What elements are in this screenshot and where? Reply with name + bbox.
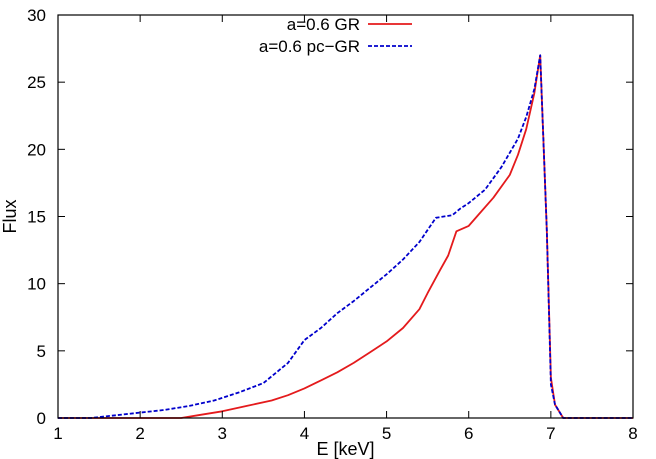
- y-tick-label: 25: [27, 73, 46, 92]
- x-axis: 1 2 3 4 5 6 7 8: [53, 15, 638, 443]
- x-axis-label: E [keV]: [316, 439, 374, 459]
- y-tick-label: 0: [37, 409, 46, 428]
- series-line-2: [58, 54, 633, 419]
- x-tick-label: 4: [300, 424, 309, 443]
- x-tick-label: 7: [546, 424, 555, 443]
- x-tick-label: 6: [464, 424, 473, 443]
- x-tick-label: 5: [382, 424, 391, 443]
- y-tick-label: 30: [27, 6, 46, 25]
- y-tick-label: 15: [27, 208, 46, 227]
- x-tick-label: 2: [135, 424, 144, 443]
- y-axis: 0 5 10 15 20 25 30: [27, 6, 633, 428]
- y-tick-label: 20: [27, 140, 46, 159]
- x-tick-label: 8: [628, 424, 637, 443]
- legend-label: a=0.6 GR: [287, 15, 360, 34]
- y-tick-label: 10: [27, 275, 46, 294]
- y-axis-label: Flux: [0, 199, 20, 233]
- x-tick-label: 1: [53, 424, 62, 443]
- legend: a=0.6 GR a=0.6 pc−GR: [259, 15, 412, 56]
- legend-label: a=0.6 pc−GR: [259, 37, 360, 56]
- x-tick-label: 3: [218, 424, 227, 443]
- y-tick-label: 5: [37, 342, 46, 361]
- series-line-1: [58, 54, 633, 419]
